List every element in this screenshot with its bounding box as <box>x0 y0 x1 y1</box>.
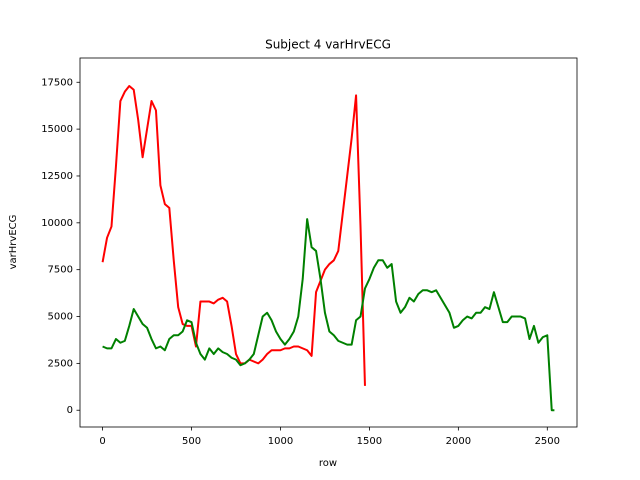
y-tick-label: 15000 <box>41 124 73 135</box>
x-tick-label: 1500 <box>357 436 382 447</box>
x-tick-label: 0 <box>99 436 105 447</box>
x-tick-label: 2500 <box>535 436 560 447</box>
x-tick-label: 1000 <box>268 436 293 447</box>
y-tick-label: 17500 <box>41 77 73 88</box>
x-tick-label: 500 <box>182 436 201 447</box>
x-tick-label: 2000 <box>446 436 471 447</box>
y-axis-label: varHrvECG <box>8 215 19 270</box>
plot-frame <box>79 57 578 428</box>
y-tick-label: 7500 <box>48 265 73 276</box>
y-tick-label: 10000 <box>41 218 73 229</box>
y-tick-label: 0 <box>67 405 73 416</box>
x-axis-label: row <box>319 458 337 469</box>
y-tick-label: 2500 <box>48 358 73 369</box>
y-tick-label: 5000 <box>48 312 73 323</box>
data-line <box>102 218 555 412</box>
chart-title: Subject 4 varHrvECG <box>265 38 391 52</box>
y-tick-label: 12500 <box>41 171 73 182</box>
